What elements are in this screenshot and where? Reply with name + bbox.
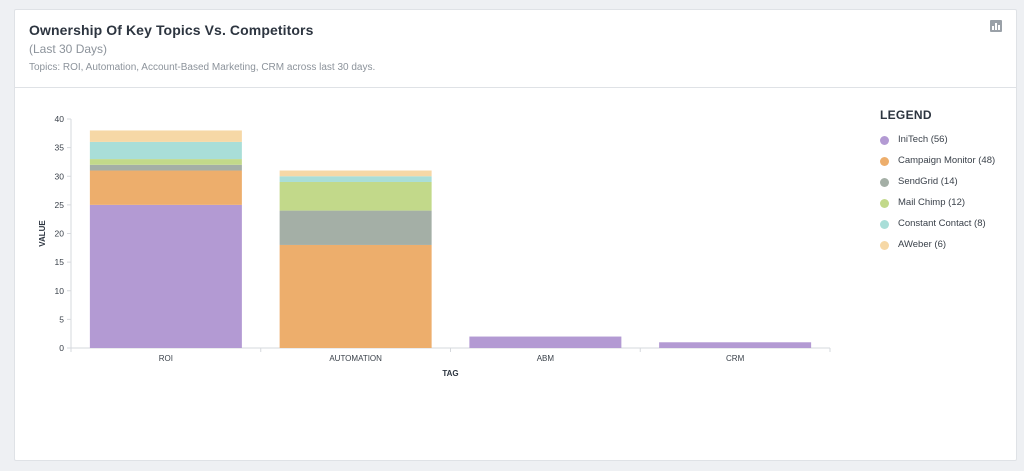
legend-item[interactable]: Campaign Monitor (48): [880, 155, 1015, 167]
legend-item[interactable]: IniTech (56): [880, 134, 1015, 146]
legend-item[interactable]: Constant Contact (8): [880, 218, 1015, 230]
chart-description: Topics: ROI, Automation, Account-Based M…: [29, 62, 376, 73]
legend-swatch: [880, 241, 889, 250]
y-tick-label: 0: [59, 343, 64, 353]
bar-segment[interactable]: [279, 176, 432, 182]
legend-item[interactable]: AWeber (6): [880, 239, 1015, 251]
y-tick-label: 35: [55, 143, 65, 153]
legend-item[interactable]: Mail Chimp (12): [880, 197, 1015, 209]
x-tick-label: AUTOMATION: [329, 354, 382, 363]
bar-segment[interactable]: [89, 141, 242, 160]
x-tick-label: CRM: [726, 354, 745, 363]
y-tick-label: 15: [55, 257, 65, 267]
bar-segment[interactable]: [279, 210, 432, 245]
legend-item[interactable]: SendGrid (14): [880, 176, 1015, 188]
chart-subtitle: (Last 30 Days): [29, 42, 108, 56]
bar-segment[interactable]: [279, 181, 432, 211]
y-tick-label: 40: [55, 114, 65, 124]
y-tick-label: 30: [55, 171, 65, 181]
legend-swatch: [880, 136, 889, 145]
bar-segment[interactable]: [469, 336, 622, 348]
bar-chart-icon[interactable]: [990, 20, 1002, 32]
legend-label: Mail Chimp (12): [898, 197, 966, 208]
legend-title: LEGEND: [880, 108, 932, 122]
legend-swatch: [880, 178, 889, 187]
legend-swatch: [880, 157, 889, 166]
bar-segment[interactable]: [89, 164, 242, 171]
y-tick-label: 10: [55, 286, 65, 296]
chart-title: Ownership Of Key Topics Vs. Competitors: [29, 22, 314, 38]
x-tick-label: ROI: [159, 354, 173, 363]
legend-label: AWeber (6): [898, 239, 947, 250]
y-tick-label: 20: [55, 229, 65, 239]
legend-label: SendGrid (14): [898, 176, 958, 187]
legend-label: IniTech (56): [898, 134, 948, 145]
x-axis-title: TAG: [442, 369, 458, 378]
x-tick-label: ABM: [537, 354, 555, 363]
legend-swatch: [880, 220, 889, 229]
bar-segment[interactable]: [89, 170, 242, 205]
legend-swatch: [880, 199, 889, 208]
legend: LEGEND IniTech (56) Campaign Monitor (48)…: [880, 108, 1015, 260]
y-tick-label: 5: [59, 314, 64, 324]
bar-segment[interactable]: [279, 244, 432, 348]
legend-label: Constant Contact (8): [898, 218, 986, 229]
legend-label: Campaign Monitor (48): [898, 155, 996, 166]
bar-segment[interactable]: [89, 130, 242, 142]
bar-segment[interactable]: [659, 342, 812, 348]
bar-segment[interactable]: [279, 170, 432, 177]
bar-segment[interactable]: [89, 204, 242, 348]
y-tick-label: 25: [55, 200, 65, 210]
bar-segment[interactable]: [89, 159, 242, 165]
card-header: Ownership Of Key Topics Vs. Competitors …: [15, 10, 1016, 88]
y-axis-title: VALUE: [38, 220, 47, 247]
